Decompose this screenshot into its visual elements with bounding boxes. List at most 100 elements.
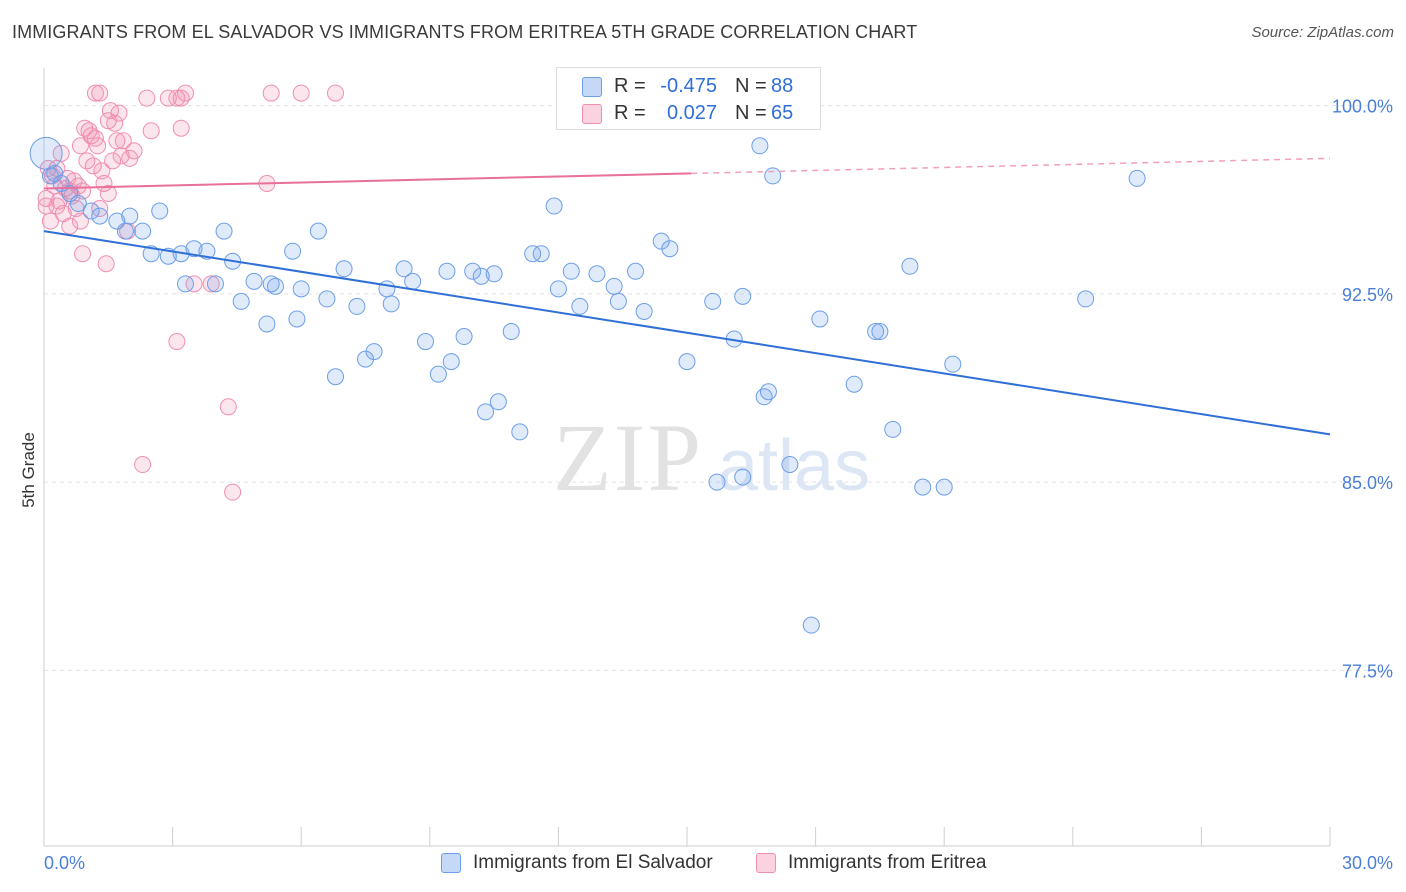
data-point-eritrea bbox=[326, 84, 344, 102]
data-point-eritrea bbox=[97, 255, 115, 273]
data-point-el-salvador bbox=[605, 277, 623, 295]
data-point-el-salvador bbox=[245, 272, 263, 290]
data-point-eritrea bbox=[114, 132, 132, 150]
data-point-eritrea bbox=[224, 483, 242, 501]
trend-line-eritrea-extension bbox=[691, 157, 1331, 175]
data-point-eritrea bbox=[48, 197, 66, 215]
data-point-eritrea bbox=[71, 137, 89, 155]
trend-line-eritrea bbox=[43, 172, 692, 190]
data-point-el-salvador bbox=[477, 403, 495, 421]
legend-item-eritrea[interactable]: Immigrants from Eritrea bbox=[756, 852, 986, 874]
data-point-el-salvador bbox=[258, 315, 276, 333]
data-point-el-salvador bbox=[635, 302, 653, 320]
data-point-el-salvador bbox=[562, 262, 580, 280]
data-point-eritrea bbox=[93, 162, 111, 180]
n-label: N = bbox=[735, 75, 767, 97]
r-value: -0.475 bbox=[660, 75, 717, 97]
data-point-el-salvador bbox=[549, 280, 567, 298]
data-point-el-salvador bbox=[198, 242, 216, 260]
data-point-el-salvador bbox=[429, 365, 447, 383]
legend-swatch-eritrea bbox=[756, 853, 776, 873]
data-point-eritrea bbox=[61, 217, 79, 235]
data-point-el-salvador bbox=[134, 222, 152, 240]
data-point-eritrea bbox=[262, 84, 280, 102]
data-point-el-salvador bbox=[1128, 169, 1146, 187]
data-point-el-salvador bbox=[266, 277, 284, 295]
data-point-eritrea bbox=[86, 84, 104, 102]
data-point-el-salvador bbox=[395, 260, 413, 278]
data-point-eritrea bbox=[91, 84, 109, 102]
data-point-el-salvador bbox=[464, 262, 482, 280]
data-point-el-salvador bbox=[944, 355, 962, 373]
data-point-el-salvador bbox=[759, 383, 777, 401]
data-point-el-salvador bbox=[442, 353, 460, 371]
data-point-el-salvador bbox=[502, 323, 520, 341]
data-point-el-salvador bbox=[46, 164, 64, 182]
data-point-eritrea bbox=[134, 456, 152, 474]
data-point-el-salvador bbox=[511, 423, 529, 441]
y-tick-label: 85.0% bbox=[1342, 473, 1393, 493]
data-point-el-salvador bbox=[489, 393, 507, 411]
data-point-el-salvador bbox=[82, 202, 100, 220]
data-point-eritrea bbox=[99, 184, 117, 202]
y-axis-label: 5th Grade bbox=[19, 432, 38, 508]
data-point-el-salvador bbox=[206, 275, 224, 293]
data-point-el-salvador bbox=[29, 136, 63, 170]
data-point-el-salvador bbox=[588, 265, 606, 283]
data-point-el-salvador bbox=[867, 323, 885, 341]
chart-title: IMMIGRANTS FROM EL SALVADOR VS IMMIGRANT… bbox=[12, 22, 918, 42]
data-point-el-salvador bbox=[121, 207, 139, 225]
data-point-el-salvador bbox=[176, 275, 194, 293]
trend-lines bbox=[43, 157, 1331, 436]
data-point-eritrea bbox=[202, 275, 220, 293]
data-point-eritrea bbox=[41, 212, 59, 230]
data-point-el-salvador bbox=[734, 287, 752, 305]
data-point-eritrea bbox=[125, 142, 143, 160]
data-point-el-salvador bbox=[438, 262, 456, 280]
data-point-eritrea bbox=[138, 89, 156, 107]
data-point-el-salvador bbox=[678, 353, 696, 371]
trend-line-el-salvador bbox=[43, 230, 1331, 436]
legend-label-el-salvador: Immigrants from El Salvador bbox=[473, 852, 713, 873]
data-point-eritrea bbox=[168, 333, 186, 351]
data-point-el-salvador bbox=[69, 195, 87, 213]
legend-item-el-salvador[interactable]: Immigrants from El Salvador bbox=[441, 852, 713, 874]
series-el-salvador bbox=[29, 99, 1146, 634]
data-point-el-salvador bbox=[151, 202, 169, 220]
data-point-el-salvador bbox=[871, 323, 889, 341]
source-label: Source: ZipAtlas.com bbox=[1251, 24, 1394, 41]
data-point-el-salvador bbox=[661, 240, 679, 258]
data-point-eritrea bbox=[168, 89, 186, 107]
data-point-el-salvador bbox=[365, 343, 383, 361]
data-point-eritrea bbox=[142, 122, 160, 140]
data-point-eritrea bbox=[292, 84, 310, 102]
data-point-eritrea bbox=[71, 212, 89, 230]
x-tick-label: 30.0% bbox=[1342, 853, 1393, 873]
data-point-el-salvador bbox=[751, 137, 769, 155]
data-point-el-salvador bbox=[935, 478, 953, 496]
legend: Immigrants from El Salvador Immigrants f… bbox=[0, 850, 1406, 880]
stats-box: R = -0.475 N = 88 R = 0.027 N = 65 bbox=[556, 67, 821, 130]
data-point-el-salvador bbox=[326, 368, 344, 386]
data-point-el-salvador bbox=[845, 375, 863, 393]
data-point-el-salvador bbox=[1077, 290, 1095, 308]
y-tick-label: 92.5% bbox=[1342, 285, 1393, 305]
data-point-eritrea bbox=[106, 114, 124, 132]
data-point-el-salvador bbox=[545, 197, 563, 215]
stats-swatch-eritrea bbox=[582, 104, 602, 124]
data-point-el-salvador bbox=[382, 295, 400, 313]
data-point-el-salvador bbox=[232, 292, 250, 310]
data-point-el-salvador bbox=[348, 297, 366, 315]
data-point-eritrea bbox=[176, 84, 194, 102]
data-point-el-salvador bbox=[781, 456, 799, 474]
data-point-el-salvador bbox=[708, 473, 726, 491]
axes bbox=[43, 68, 1331, 847]
data-point-el-salvador bbox=[802, 616, 820, 634]
grid-lines bbox=[44, 105, 1392, 671]
data-point-el-salvador bbox=[811, 310, 829, 328]
watermark-zip: ZIP bbox=[553, 404, 703, 511]
data-point-eritrea bbox=[84, 157, 102, 175]
data-point-el-salvador bbox=[571, 297, 589, 315]
data-point-el-salvador bbox=[185, 240, 203, 258]
